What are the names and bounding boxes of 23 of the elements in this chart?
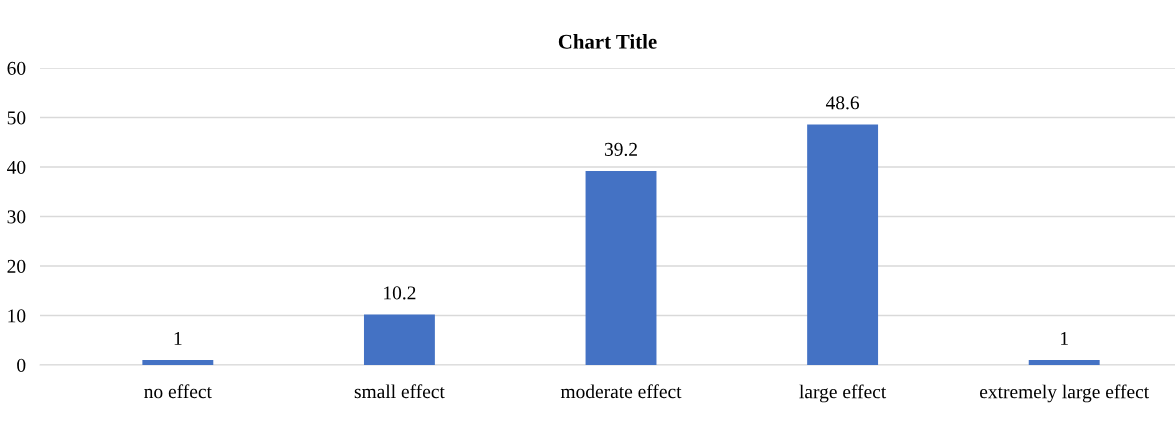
data-label: 10.2	[384, 286, 416, 300]
x-tick-label: no effect	[144, 384, 212, 399]
x-tick-label: moderate effect	[560, 384, 682, 399]
x-tick-label: large effect	[799, 384, 887, 403]
data-label: 39.2	[604, 142, 637, 156]
x-tick-label: small effect	[354, 384, 445, 399]
data-label: 48.6	[825, 96, 860, 110]
bar	[142, 360, 214, 365]
y-tick-label: 40	[7, 160, 26, 174]
y-tick-label: 20	[7, 259, 26, 273]
y-tick-label: 10	[8, 309, 26, 323]
y-tick-label: 0	[17, 358, 26, 372]
y-tick-label: 60	[7, 61, 26, 75]
y-tick-label: 30	[7, 210, 26, 224]
x-tick-label: extremely large effect	[980, 384, 1150, 403]
bar	[1028, 360, 1100, 365]
data-label: 1	[1061, 331, 1068, 345]
data-label: 1	[174, 331, 182, 345]
bar	[363, 314, 435, 365]
bar	[807, 124, 879, 365]
bar	[585, 170, 657, 365]
y-tick-label: 50	[7, 111, 26, 125]
chart-title: Chart Title	[558, 34, 657, 49]
